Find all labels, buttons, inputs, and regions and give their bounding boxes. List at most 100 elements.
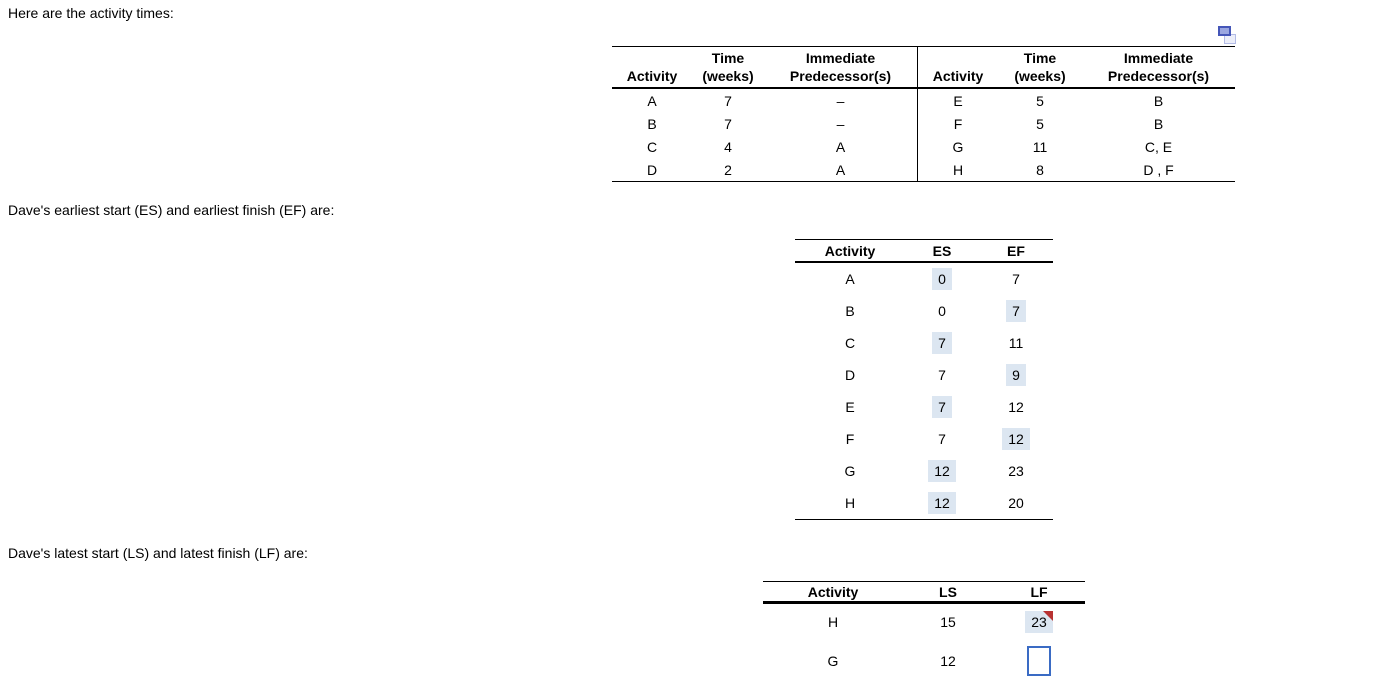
table-row: A 7 –	[612, 89, 917, 112]
lf-input-activity-g[interactable]	[1027, 646, 1051, 676]
lf-answer-cell[interactable]: 23	[1025, 610, 1053, 633]
ef-value-cell[interactable]: 9	[1006, 364, 1026, 386]
header-activity: Activity	[932, 68, 984, 84]
time-cell: 5	[1036, 115, 1044, 132]
table-header-row: Activity Time (weeks) Immediate Predeces…	[612, 47, 917, 89]
ef-value-cell: 20	[1008, 495, 1024, 511]
activity-cell: F	[953, 115, 963, 132]
es-value-cell: 0	[938, 303, 946, 319]
activity-times-table: Activity Time (weeks) Immediate Predeces…	[612, 46, 1235, 182]
ef-value-cell[interactable]: 7	[1006, 300, 1026, 322]
ls-value-cell: 15	[940, 613, 956, 630]
activity-cell: H	[844, 495, 856, 511]
time-cell: 5	[1036, 92, 1044, 109]
header-predecessor: Immediate Predecessor(s)	[789, 50, 892, 84]
predecessor-cell: B	[1153, 92, 1164, 109]
activity-cell: C	[844, 335, 856, 351]
table-row: A 0 7	[795, 263, 1053, 295]
es-value-cell[interactable]: 12	[928, 492, 956, 514]
answer-flag-icon	[1042, 610, 1053, 621]
table-row: G 12	[763, 639, 1085, 683]
es-ef-label: Dave's earliest start (ES) and earliest …	[8, 202, 335, 218]
ef-value-cell: 12	[1008, 399, 1024, 415]
predecessor-cell: A	[835, 161, 846, 178]
table-row: D 2 A	[612, 158, 917, 181]
header-es: ES	[932, 242, 952, 259]
popout-front-rect	[1218, 26, 1231, 36]
activity-cell: G	[827, 653, 839, 669]
predecessor-cell: B	[1153, 115, 1164, 132]
activity-cell: D	[646, 161, 658, 178]
header-lf: LF	[1030, 583, 1048, 600]
copy-popout-icon[interactable]	[1218, 26, 1236, 44]
time-cell: 8	[1036, 161, 1044, 178]
activity-cell: H	[952, 161, 964, 178]
ls-value-cell: 12	[940, 653, 956, 669]
activity-cell: A	[647, 92, 657, 109]
table-row: E 7 12	[795, 391, 1053, 423]
predecessor-cell: A	[835, 138, 846, 155]
table-row: H 12 20	[795, 487, 1053, 519]
table-header-row: Activity LS LF	[763, 582, 1085, 604]
es-value-cell[interactable]: 7	[932, 396, 952, 418]
intro-label: Here are the activity times:	[8, 5, 174, 21]
activity-cell: E	[845, 399, 855, 415]
es-value-cell[interactable]: 12	[928, 460, 956, 482]
es-ef-table: Activity ES EF A 0 7 B 0 7 C 7 11 D 7 9 …	[795, 239, 1053, 520]
predecessor-cell: C, E	[1144, 138, 1173, 155]
table-row: B 0 7	[795, 295, 1053, 327]
table-row: D 7 9	[795, 359, 1053, 391]
table-row: E 5 B	[918, 89, 1235, 112]
table-header-row: Activity Time (weeks) Immediate Predeces…	[918, 47, 1235, 89]
activity-cell: C	[646, 138, 658, 155]
header-time: Time (weeks)	[702, 50, 754, 84]
ls-lf-table: Activity LS LF H 15 23 G 12	[763, 581, 1085, 683]
ef-value-cell: 23	[1008, 463, 1024, 479]
activity-cell: G	[844, 463, 856, 479]
activity-cell: A	[845, 271, 855, 287]
table-vertical-divider	[917, 47, 918, 181]
activity-times-right: Activity Time (weeks) Immediate Predeces…	[918, 47, 1235, 181]
header-activity: Activity	[807, 583, 859, 600]
table-row: H 8 D , F	[918, 158, 1235, 181]
header-time: Time (weeks)	[1014, 50, 1066, 84]
table-row: C 7 11	[795, 327, 1053, 359]
ef-value-cell[interactable]: 12	[1002, 428, 1030, 450]
time-cell: 7	[724, 115, 732, 132]
table-row: B 7 –	[612, 112, 917, 135]
activity-cell: G	[952, 138, 964, 155]
predecessor-cell: D , F	[1143, 161, 1174, 178]
ls-lf-label: Dave's latest start (LS) and latest fini…	[8, 545, 308, 561]
ef-value-cell: 7	[1012, 271, 1020, 287]
ef-value-cell: 11	[1008, 335, 1024, 351]
activity-times-left: Activity Time (weeks) Immediate Predeces…	[612, 47, 917, 181]
header-ef: EF	[1007, 242, 1025, 259]
activity-cell: F	[845, 431, 855, 447]
table-row: H 15 23	[763, 604, 1085, 639]
time-cell: 2	[724, 161, 732, 178]
header-activity: Activity	[824, 242, 876, 259]
es-value-cell: 7	[938, 431, 946, 447]
time-cell: 7	[724, 92, 732, 109]
table-row: G 12 23	[795, 455, 1053, 487]
table-row: C 4 A	[612, 135, 917, 158]
es-value-cell: 7	[938, 367, 946, 383]
activity-cell: B	[647, 115, 657, 132]
table-row: G 11 C, E	[918, 135, 1235, 158]
header-ls: LS	[939, 583, 957, 600]
table-header-row: Activity ES EF	[795, 240, 1053, 263]
time-cell: 4	[724, 138, 732, 155]
activity-cell: H	[827, 613, 839, 630]
header-activity: Activity	[626, 68, 678, 84]
predecessor-cell: –	[836, 92, 845, 109]
table-row: F 5 B	[918, 112, 1235, 135]
activity-cell: B	[845, 303, 855, 319]
table-row: F 7 12	[795, 423, 1053, 455]
predecessor-cell: –	[836, 115, 845, 132]
activity-cell: E	[953, 92, 963, 109]
time-cell: 11	[1032, 138, 1048, 155]
es-value-cell[interactable]: 0	[932, 268, 952, 290]
es-value-cell[interactable]: 7	[932, 332, 952, 354]
activity-cell: D	[844, 367, 856, 383]
